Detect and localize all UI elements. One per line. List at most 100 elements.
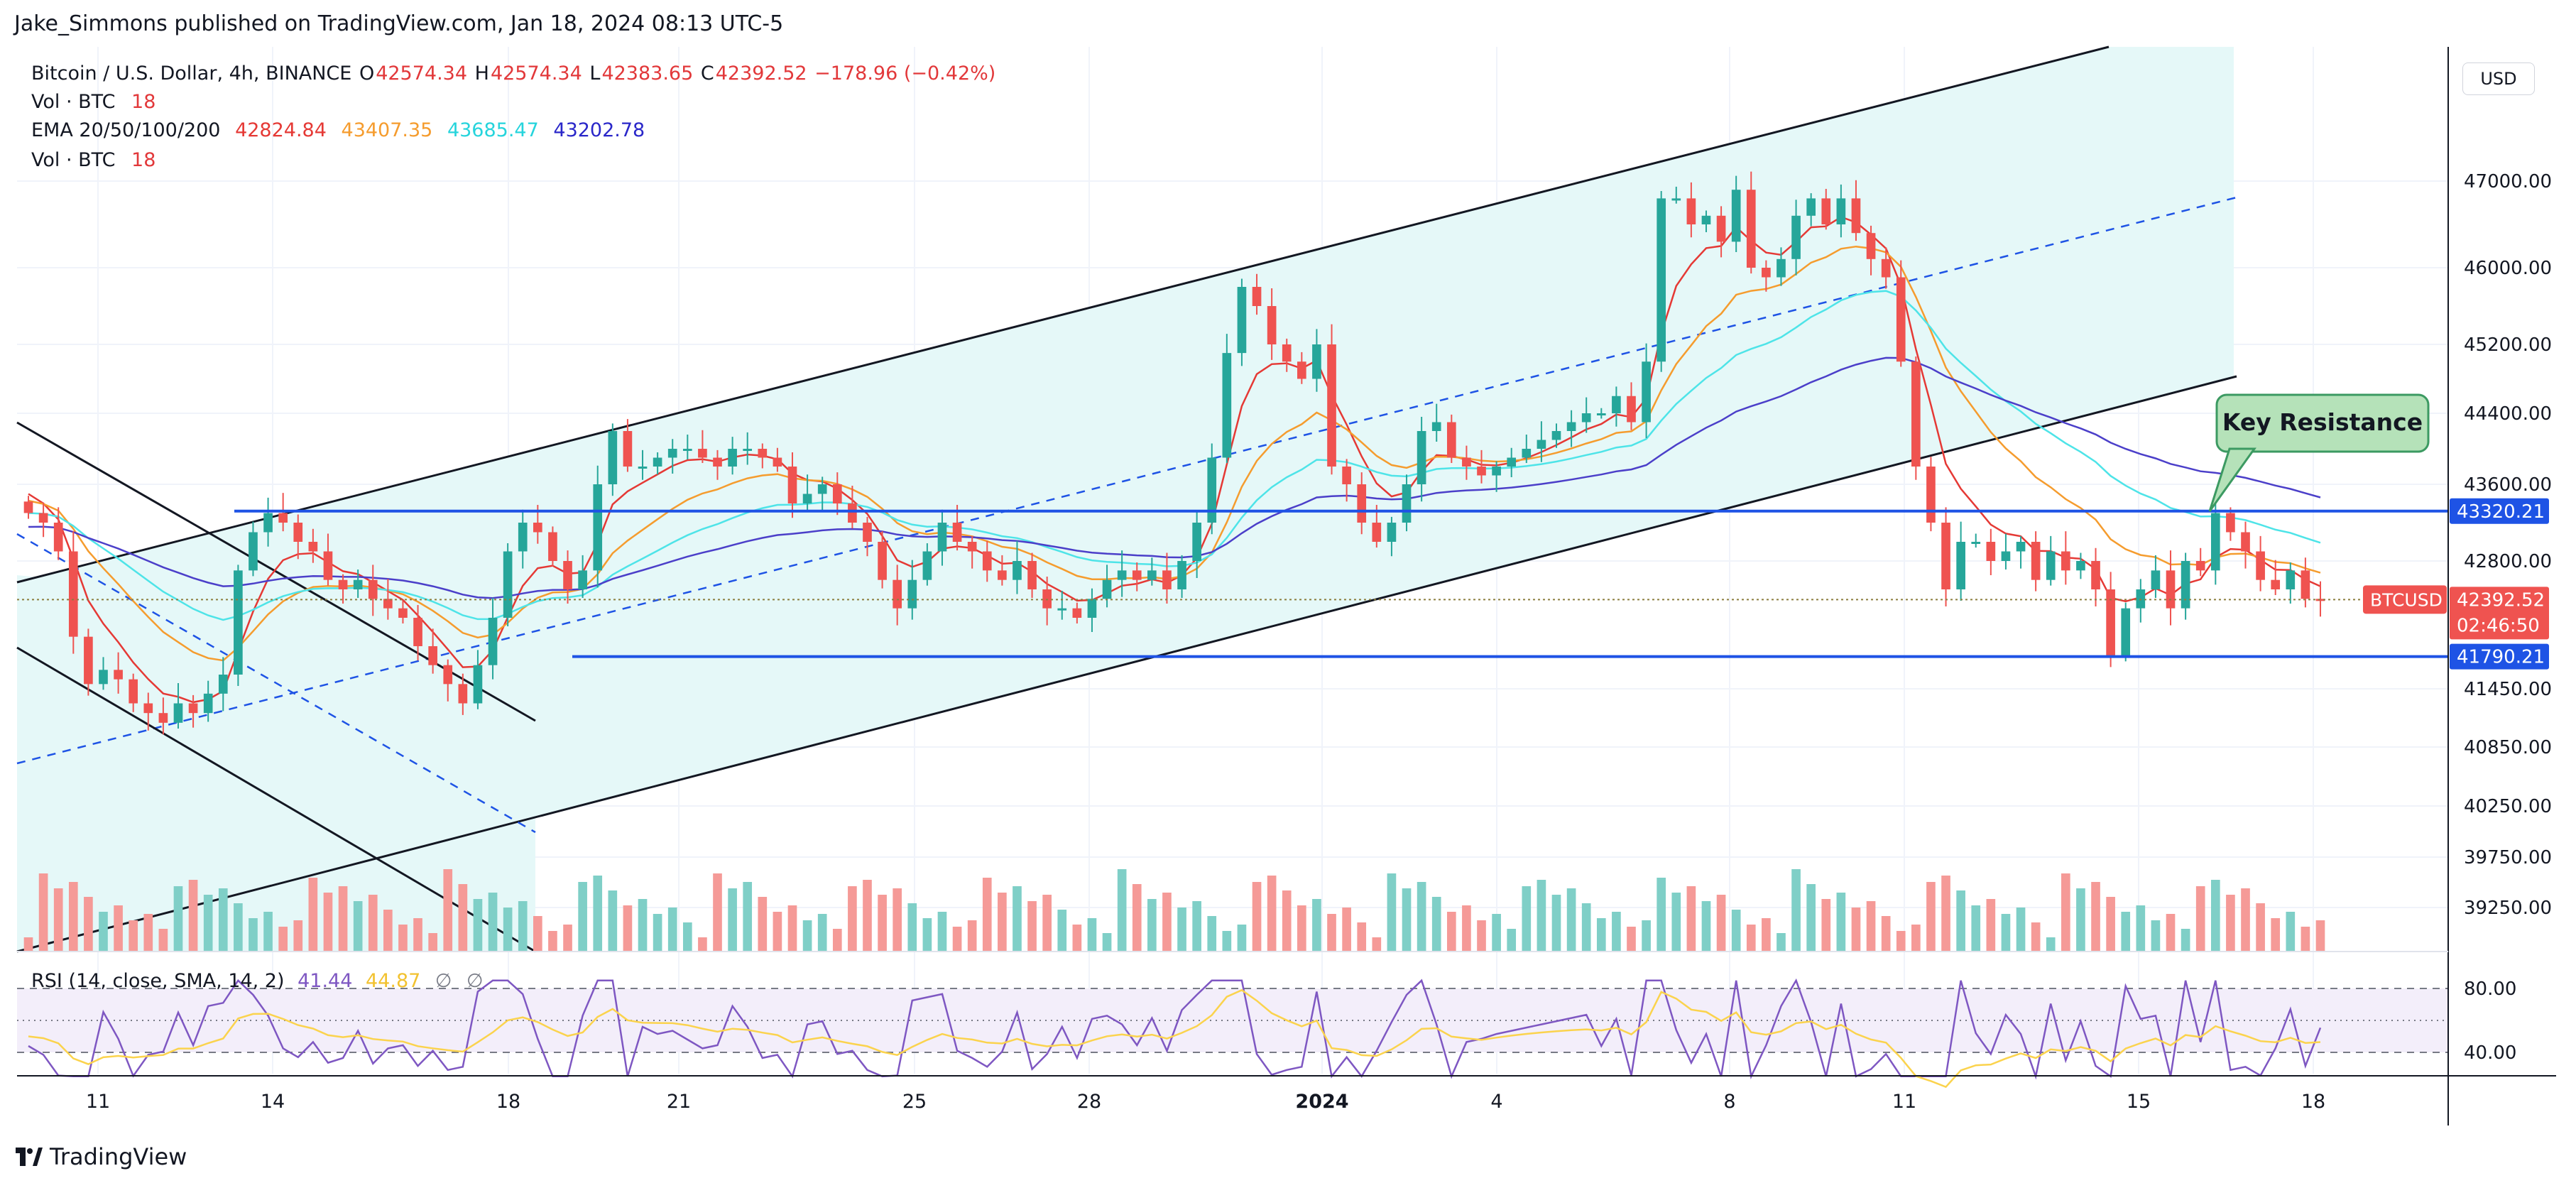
rsi-sma-line <box>28 988 2321 1089</box>
resistance-badge: 43320.21 <box>2450 498 2549 524</box>
candle-body <box>2076 561 2085 571</box>
volume-bar <box>1132 884 1142 952</box>
volume-bar <box>1312 899 1321 952</box>
volume-bar <box>1836 893 1846 952</box>
volume-bar <box>2286 912 2296 952</box>
volume-bar <box>1671 893 1681 952</box>
candle-body <box>2241 532 2250 552</box>
volume-bar <box>1402 888 1412 952</box>
candle-body <box>218 675 228 694</box>
volume-bar <box>802 920 812 952</box>
candle-body <box>1551 431 1561 440</box>
candle-body <box>907 579 917 609</box>
volume-bar <box>1027 901 1037 952</box>
volume-legend[interactable]: Vol · BTC 18 <box>31 91 157 113</box>
volume-bar <box>1956 890 1965 952</box>
ema100-value: 43685.47 <box>447 119 539 141</box>
candle-body <box>234 570 243 675</box>
volume-bar <box>338 886 348 952</box>
candle-body <box>563 561 572 589</box>
candle-body <box>1851 198 1861 234</box>
volume-bar <box>937 912 947 952</box>
candle-body <box>1147 570 1157 580</box>
candle-body <box>698 449 707 458</box>
candle-body <box>1642 361 1651 423</box>
candle-body <box>2151 570 2161 589</box>
volume-bar <box>1566 888 1576 952</box>
currency-button[interactable]: USD <box>2462 62 2535 95</box>
rsi-legend[interactable]: RSI (14, close, SMA, 14, 2) 41.44 44.87 … <box>31 970 484 992</box>
countdown-text: 02:46:50 <box>2457 615 2540 636</box>
candle-body <box>848 503 857 523</box>
candle-body <box>2210 513 2220 571</box>
volume-bar <box>1462 905 1471 952</box>
volume-bar <box>1282 890 1292 952</box>
volume-bar <box>263 912 273 952</box>
volume-bar <box>2061 873 2070 952</box>
volume-bar <box>1087 918 1097 952</box>
volume-bar <box>23 937 33 952</box>
volume-bar <box>53 888 63 952</box>
volume-bar <box>488 893 498 952</box>
volume-bar <box>1642 920 1651 952</box>
volume-bar <box>129 920 138 952</box>
candle-body <box>2226 513 2235 533</box>
volume-bar <box>967 920 977 952</box>
volume-bar <box>1941 876 1950 952</box>
volume-bar <box>2195 886 2205 952</box>
time-tick-label: 11 <box>1892 1091 1916 1113</box>
candle-body <box>2166 570 2176 609</box>
volume-bar <box>758 897 768 952</box>
candle-body <box>158 713 168 723</box>
candle-body <box>2091 561 2100 589</box>
candle-body <box>1132 570 1142 580</box>
ema-legend[interactable]: EMA 20/50/100/200 42824.84 43407.35 4368… <box>31 119 646 141</box>
candle-body <box>518 523 528 552</box>
candles <box>23 171 2325 735</box>
volume-bar <box>1986 899 1996 952</box>
candle-body <box>2301 570 2310 599</box>
candle-body <box>863 523 872 542</box>
volume-bar <box>2181 929 2190 952</box>
candle-body <box>608 431 618 484</box>
candle-body <box>593 484 603 571</box>
candle-body <box>1087 599 1097 618</box>
volume-bar <box>893 888 902 952</box>
candle-body <box>1282 344 1292 362</box>
time-tick-label: 18 <box>2301 1091 2325 1113</box>
volume-bar <box>922 918 932 952</box>
high-label: H <box>474 62 489 85</box>
candle-body <box>1207 457 1217 523</box>
candle-body <box>99 670 108 685</box>
volume-bar <box>173 886 183 952</box>
volume-bar <box>2136 905 2146 952</box>
tradingview-logo[interactable]: TradingView <box>16 1143 187 1170</box>
candle-body <box>68 551 78 637</box>
candle-body <box>38 513 48 523</box>
volume-bar <box>1866 901 1876 952</box>
volume-bar <box>1372 937 1382 952</box>
volume-bar <box>1746 925 1756 952</box>
candle-body <box>952 523 962 542</box>
close-value: 42392.52 <box>715 62 807 85</box>
volume-legend-2[interactable]: Vol · BTC 18 <box>31 149 157 171</box>
volume-bar <box>1731 910 1741 952</box>
candle-body <box>84 636 93 685</box>
volume-bar <box>1581 903 1591 952</box>
candle-body <box>278 513 288 523</box>
volume-bar <box>383 910 393 952</box>
volume-bar <box>1971 905 1981 952</box>
volume-bar <box>323 893 333 952</box>
volume-bar <box>1926 882 1936 952</box>
ema-label: EMA 20/50/100/200 <box>31 119 221 141</box>
candle-body <box>1746 190 1756 268</box>
annotation-pointer <box>2208 447 2256 512</box>
rsi-value: 41.44 <box>298 970 353 992</box>
volume-bar <box>1806 884 1816 952</box>
axes: 47000.00 46000.00 45200.00 44400.00 43600.00… <box>17 47 2556 1126</box>
candle-body <box>2195 561 2205 571</box>
volume-bar <box>1207 916 1217 952</box>
candle-body <box>787 467 797 503</box>
candle-body <box>2046 551 2056 580</box>
symbol-tag-bg <box>2363 585 2447 614</box>
